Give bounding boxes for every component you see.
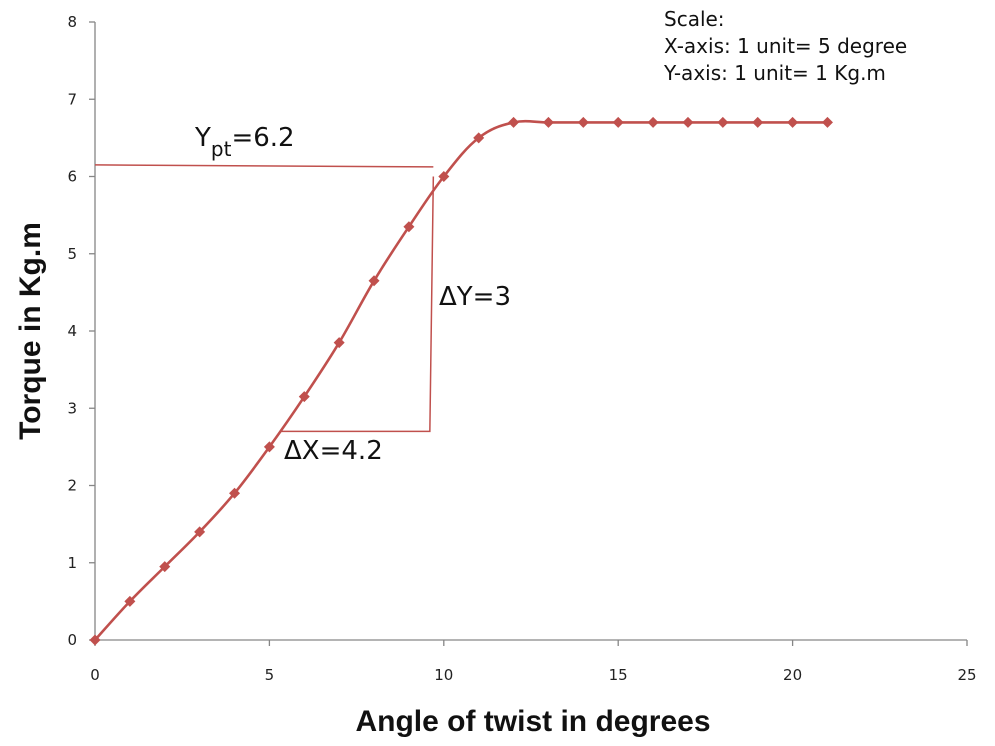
x-tick-label: 10	[434, 666, 453, 684]
data-point-marker	[682, 117, 693, 128]
yield-point-value: =6.2	[231, 123, 294, 153]
y-tick-label: 0	[67, 631, 77, 649]
x-tick-label: 5	[265, 666, 275, 684]
scale-note-title: Scale:	[664, 6, 907, 33]
data-point-marker	[787, 117, 798, 128]
x-tick-label: 25	[957, 666, 976, 684]
data-point-marker	[717, 117, 728, 128]
scale-note-x: X-axis: 1 unit= 5 degree	[664, 33, 907, 60]
y-tick-label: 5	[67, 245, 77, 263]
y-tick-label: 6	[67, 168, 77, 186]
y-tick-label: 3	[67, 399, 77, 417]
data-point-marker	[508, 117, 519, 128]
series-line	[95, 121, 827, 640]
yield-point-main: Y	[194, 123, 211, 153]
tick-labels: 0 1 2 3 4 5 6 7 8 0 5 10 15 20 25	[67, 13, 976, 684]
delta-y-annotation: ΔY=3	[439, 282, 511, 312]
yield-point-subscript: pt	[211, 137, 232, 161]
y-tick-label: 4	[67, 322, 77, 340]
axes	[89, 22, 967, 646]
data-point-marker	[578, 117, 589, 128]
y-tick-label: 1	[67, 554, 77, 572]
data-point-marker	[822, 117, 833, 128]
chart-text: Torque in Kg.m Angle of twist in degrees…	[14, 123, 711, 738]
series-torque	[90, 117, 833, 646]
y-tick-label: 2	[67, 477, 77, 495]
x-tick-label: 0	[90, 666, 100, 684]
scale-note: Scale: X-axis: 1 unit= 5 degree Y-axis: 1 …	[664, 6, 907, 87]
data-point-marker	[543, 117, 554, 128]
scale-note-y: Y-axis: 1 unit= 1 Kg.m	[664, 60, 907, 87]
data-point-marker	[752, 117, 763, 128]
y-tick-label: 8	[67, 13, 77, 31]
data-point-marker	[648, 117, 659, 128]
y-tick-label: 7	[67, 90, 77, 108]
y-axis-title: Torque in Kg.m	[14, 222, 47, 440]
construction-lines	[95, 165, 433, 432]
yield-point-annotation: Ypt=6.2	[194, 123, 295, 161]
delta-x-annotation: ΔX=4.2	[284, 436, 383, 466]
x-axis-title: Angle of twist in degrees	[355, 705, 710, 738]
yield-level-line	[95, 165, 433, 167]
x-tick-label: 20	[783, 666, 802, 684]
x-tick-label: 15	[609, 666, 628, 684]
data-point-marker	[613, 117, 624, 128]
